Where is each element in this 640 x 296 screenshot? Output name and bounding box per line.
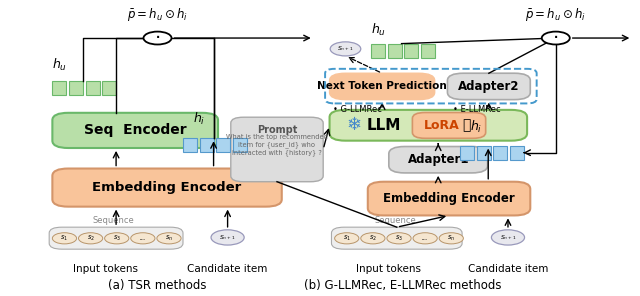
FancyBboxPatch shape — [412, 112, 486, 138]
Circle shape — [335, 233, 359, 244]
FancyBboxPatch shape — [49, 227, 183, 249]
FancyBboxPatch shape — [388, 44, 401, 58]
Circle shape — [104, 233, 129, 244]
FancyBboxPatch shape — [493, 146, 508, 160]
FancyBboxPatch shape — [330, 110, 527, 141]
Text: $h_i$: $h_i$ — [193, 111, 205, 128]
FancyBboxPatch shape — [52, 81, 67, 95]
Text: Candidate item: Candidate item — [468, 264, 548, 274]
FancyBboxPatch shape — [447, 73, 531, 100]
Text: Sequence: Sequence — [92, 216, 134, 225]
Text: LoRA: LoRA — [424, 119, 460, 132]
Text: $s_3$: $s_3$ — [113, 234, 121, 243]
FancyBboxPatch shape — [69, 81, 83, 95]
Text: LLM: LLM — [367, 118, 401, 133]
FancyBboxPatch shape — [86, 81, 100, 95]
Text: $s_2$: $s_2$ — [86, 234, 95, 243]
Text: Next Token Prediction: Next Token Prediction — [317, 81, 447, 91]
Text: • E-LLMRec: • E-LLMRec — [452, 104, 500, 114]
Text: (a) TSR methods: (a) TSR methods — [108, 279, 207, 292]
Circle shape — [143, 32, 172, 44]
Circle shape — [387, 233, 411, 244]
FancyBboxPatch shape — [404, 44, 418, 58]
Circle shape — [157, 233, 181, 244]
Circle shape — [492, 230, 525, 245]
Text: $h_u$: $h_u$ — [371, 22, 386, 38]
Text: $s_2$: $s_2$ — [369, 234, 377, 243]
Circle shape — [131, 233, 155, 244]
Text: $s_3$: $s_3$ — [395, 234, 403, 243]
Circle shape — [330, 42, 361, 56]
Circle shape — [439, 233, 463, 244]
Text: • G-LLMRec: • G-LLMRec — [333, 104, 381, 114]
Circle shape — [211, 230, 244, 245]
Circle shape — [413, 233, 437, 244]
Text: Adapter2: Adapter2 — [458, 80, 520, 93]
FancyBboxPatch shape — [368, 182, 531, 215]
Text: $s_1$: $s_1$ — [60, 234, 68, 243]
Text: Input tokens: Input tokens — [356, 264, 421, 274]
Text: $h_i$: $h_i$ — [470, 119, 482, 135]
Text: Input tokens: Input tokens — [73, 264, 138, 274]
Circle shape — [52, 233, 77, 244]
Text: Candidate item: Candidate item — [188, 264, 268, 274]
FancyBboxPatch shape — [200, 138, 214, 152]
FancyBboxPatch shape — [52, 168, 282, 207]
Text: ❄: ❄ — [346, 116, 362, 134]
Text: Seq  Encoder: Seq Encoder — [84, 123, 186, 137]
FancyBboxPatch shape — [477, 146, 491, 160]
Text: Embedding Encoder: Embedding Encoder — [92, 181, 242, 194]
FancyBboxPatch shape — [233, 138, 246, 152]
FancyBboxPatch shape — [102, 81, 116, 95]
FancyBboxPatch shape — [510, 146, 524, 160]
FancyBboxPatch shape — [332, 227, 462, 249]
FancyBboxPatch shape — [389, 147, 488, 173]
Text: $s_1$: $s_1$ — [343, 234, 351, 243]
Circle shape — [541, 32, 570, 44]
Text: Sequence: Sequence — [374, 216, 416, 225]
FancyBboxPatch shape — [183, 138, 197, 152]
Text: $S_{n+1}$: $S_{n+1}$ — [220, 233, 236, 242]
Text: $\bar{p} = h_u \odot h_i$: $\bar{p} = h_u \odot h_i$ — [127, 6, 188, 23]
Text: ·: · — [553, 28, 559, 48]
FancyBboxPatch shape — [460, 146, 474, 160]
Text: Embedding Encoder: Embedding Encoder — [383, 192, 515, 205]
Text: $s_n$: $s_n$ — [447, 234, 455, 243]
Text: What is the top recommended
item for {user_id} who
interacted with {history} ?: What is the top recommended item for {us… — [226, 134, 328, 156]
FancyBboxPatch shape — [330, 73, 435, 100]
Text: 🔥: 🔥 — [462, 118, 470, 132]
FancyBboxPatch shape — [231, 117, 323, 182]
FancyBboxPatch shape — [420, 44, 435, 58]
Circle shape — [79, 233, 102, 244]
FancyBboxPatch shape — [52, 113, 218, 148]
Text: Adapter1: Adapter1 — [408, 153, 469, 166]
Text: ...: ... — [140, 235, 146, 241]
Text: $S_{n+1}$: $S_{n+1}$ — [500, 233, 516, 242]
FancyBboxPatch shape — [216, 138, 230, 152]
Text: ·: · — [154, 28, 161, 48]
Circle shape — [361, 233, 385, 244]
FancyBboxPatch shape — [371, 44, 385, 58]
Text: Prompt: Prompt — [257, 125, 297, 135]
Text: $\bar{p} = h_u \odot h_i$: $\bar{p} = h_u \odot h_i$ — [525, 6, 586, 23]
Text: ...: ... — [422, 235, 428, 241]
Text: $s_n$: $s_n$ — [165, 234, 173, 243]
Text: $S_{n+1}$: $S_{n+1}$ — [337, 44, 354, 53]
Text: $h_u$: $h_u$ — [52, 57, 67, 73]
Text: (b) G-LLMRec, E-LLMRec methods: (b) G-LLMRec, E-LLMRec methods — [304, 279, 502, 292]
